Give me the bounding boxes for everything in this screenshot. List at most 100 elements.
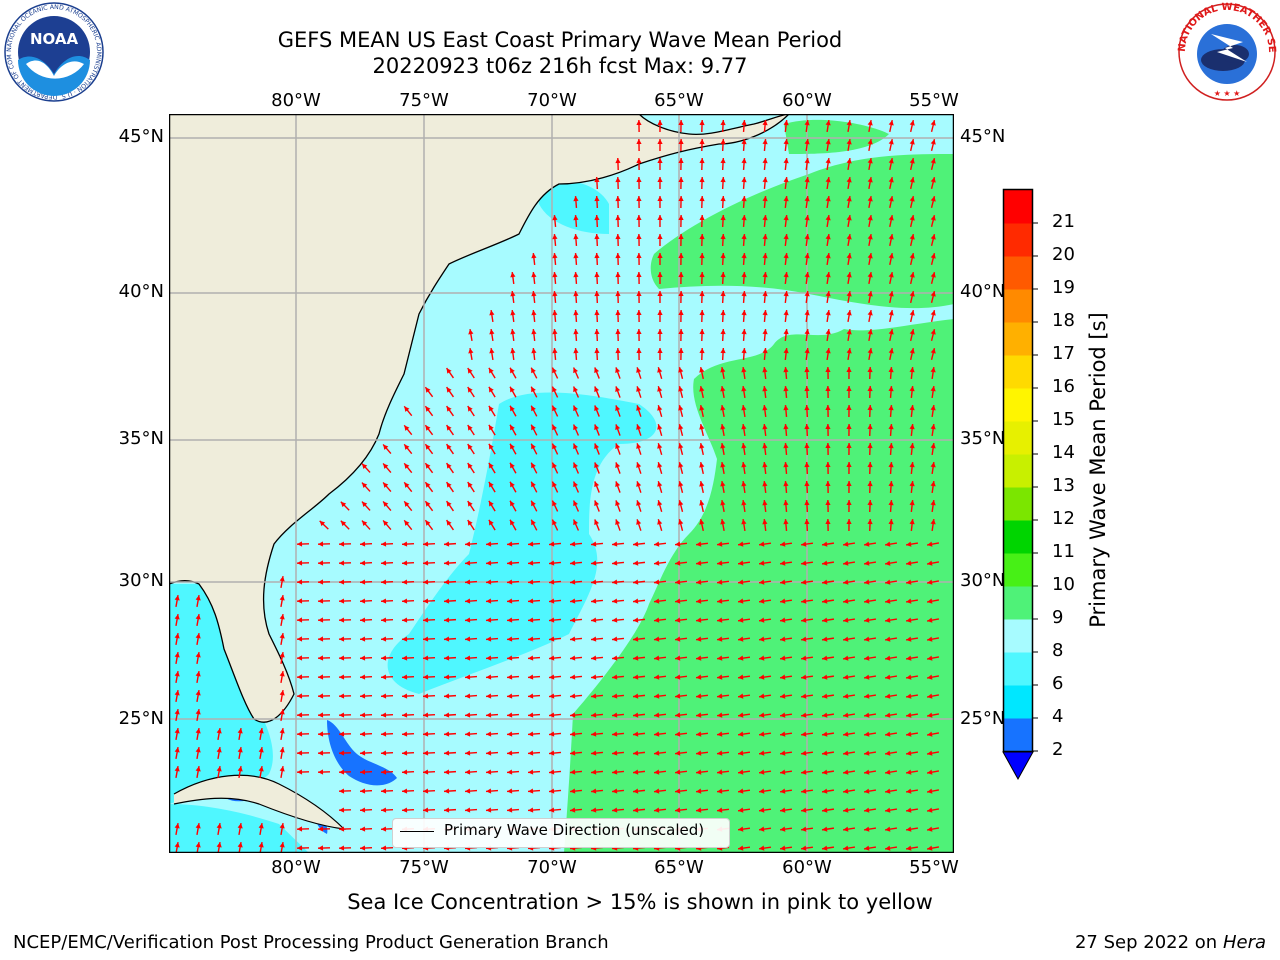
wave-arrow	[909, 499, 915, 513]
wave-arrow	[530, 424, 538, 436]
wave-arrow	[548, 579, 562, 585]
wave-arrow	[674, 731, 688, 737]
wave-arrow	[569, 541, 583, 547]
wave-arrow	[867, 328, 873, 342]
wave-arrow	[699, 461, 705, 475]
wave-arrow	[699, 423, 705, 437]
wave-arrow	[632, 617, 646, 623]
wave-arrow	[846, 480, 852, 494]
wave-arrow	[842, 731, 856, 737]
wave-arrow	[258, 727, 264, 741]
wave-arrow	[930, 423, 936, 437]
wave-arrow	[884, 826, 898, 832]
wave-arrow	[867, 195, 873, 209]
wave-arrow	[632, 579, 646, 585]
wave-arrow	[867, 157, 873, 171]
wave-arrow	[678, 271, 684, 285]
wave-arrow	[636, 500, 642, 512]
wave-arrow	[464, 579, 478, 585]
wave-arrow	[678, 309, 684, 323]
wave-arrow	[674, 750, 688, 756]
wave-arrow	[762, 461, 768, 475]
wave-arrow	[317, 636, 331, 642]
wave-arrow	[317, 769, 331, 775]
wave-arrow	[573, 309, 579, 323]
wave-arrow	[804, 119, 810, 133]
lon-label-top-55w: 55°W	[909, 90, 959, 111]
wave-arrow	[888, 271, 894, 285]
wave-arrow	[611, 693, 625, 699]
wave-arrow	[926, 826, 940, 832]
wave-arrow	[909, 309, 915, 323]
wave-arrow	[488, 367, 496, 379]
wave-arrow	[720, 309, 726, 323]
wave-arrow	[509, 481, 517, 493]
wave-arrow	[296, 598, 310, 604]
wave-arrow	[674, 541, 688, 547]
wave-arrow	[842, 674, 856, 680]
wave-arrow	[762, 442, 768, 456]
wave-arrow	[909, 195, 915, 209]
wave-arrow	[678, 481, 684, 493]
wave-arrow	[800, 579, 814, 585]
wave-arrow	[237, 765, 243, 779]
wave-arrow	[636, 309, 642, 323]
wave-arrow	[615, 252, 621, 266]
wave-arrow	[884, 807, 898, 813]
wave-arrow	[695, 579, 709, 585]
wave-arrow	[443, 617, 457, 623]
wave-arrow	[279, 575, 285, 589]
wave-arrow	[888, 119, 894, 133]
wave-arrow	[657, 328, 663, 342]
wave-arrow	[762, 347, 768, 361]
wave-arrow	[488, 386, 496, 398]
wave-arrow	[905, 674, 919, 680]
wave-arrow	[674, 655, 688, 661]
wave-arrow	[380, 826, 394, 832]
wave-arrow	[296, 826, 310, 832]
lat-label-right-35n: 35°N	[960, 428, 1006, 449]
wave-arrow	[506, 541, 520, 547]
wave-arrow	[779, 807, 793, 813]
wave-arrow	[317, 693, 331, 699]
wave-arrow	[401, 598, 415, 604]
wave-arrow	[737, 769, 751, 775]
wave-arrow	[551, 386, 559, 398]
wave-arrow	[195, 822, 201, 836]
wave-arrow	[926, 693, 940, 699]
wave-arrow	[489, 328, 495, 342]
wave-arrow	[380, 712, 394, 718]
wave-arrow	[737, 655, 751, 661]
wave-arrow	[590, 579, 604, 585]
wave-arrow	[569, 788, 583, 794]
wave-arrow	[762, 423, 768, 437]
wave-arrow	[361, 501, 371, 511]
wave-arrow	[338, 807, 352, 813]
wave-arrow	[489, 309, 495, 323]
wave-arrow	[551, 367, 559, 379]
wave-arrow	[699, 252, 705, 266]
wave-arrow	[846, 309, 852, 323]
wave-arrow	[758, 807, 772, 813]
wave-arrow	[825, 366, 831, 380]
wave-arrow	[741, 442, 747, 456]
wave-arrow	[632, 693, 646, 699]
wave-arrow	[636, 519, 642, 531]
coastline	[169, 114, 790, 723]
wave-arrow	[678, 290, 684, 304]
wave-arrow	[594, 367, 600, 379]
wave-arrow	[590, 636, 604, 642]
wave-arrow	[443, 693, 457, 699]
wave-arrow	[594, 309, 600, 323]
wave-arrow	[527, 807, 541, 813]
wave-arrow	[296, 750, 310, 756]
wave-arrow	[464, 750, 478, 756]
wave-arrow	[338, 579, 352, 585]
wave-arrow	[674, 769, 688, 775]
wave-arrow	[527, 560, 541, 566]
wave-arrow	[804, 366, 810, 380]
wave-arrow	[905, 541, 919, 547]
wave-arrow	[527, 750, 541, 756]
wave-arrow	[615, 462, 621, 474]
wave-arrow	[527, 693, 541, 699]
